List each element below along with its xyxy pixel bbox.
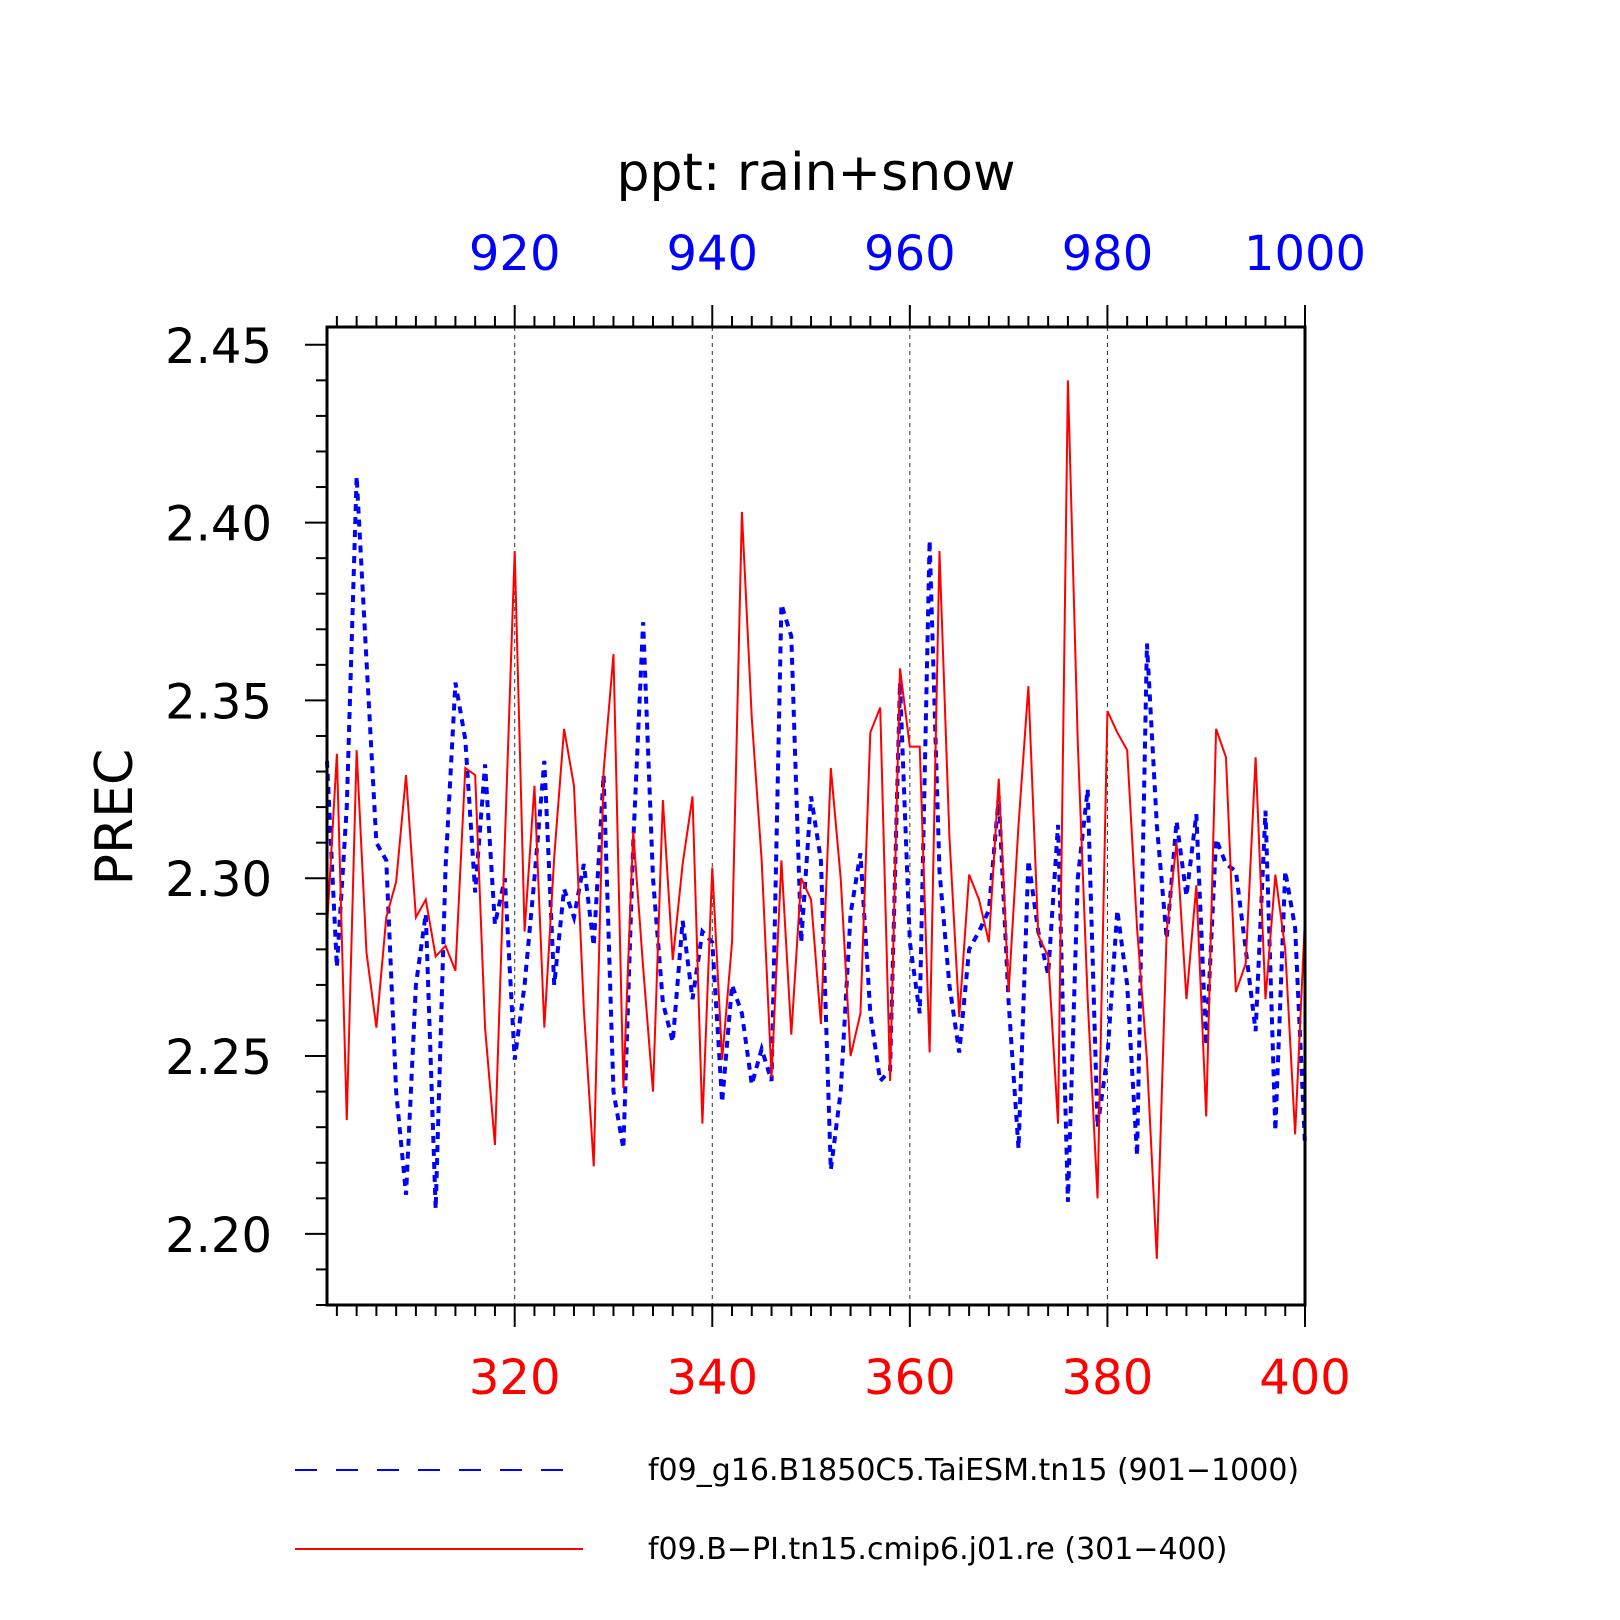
legend: f09_g16.B1850C5.TaiESM.tn15 (901−1000) f…	[295, 1453, 1299, 1567]
x-bottom-tick-label: 400	[1259, 1350, 1351, 1406]
x-top-tick-label: 980	[1062, 226, 1154, 282]
ticks	[305, 305, 1306, 1327]
chart-title: ppt: rain+snow	[616, 143, 1015, 203]
series-layer	[325, 380, 1307, 1259]
y-tick-label: 2.40	[165, 497, 272, 553]
series-line-blue	[325, 476, 1307, 1210]
legend-label-blue: f09_g16.B1850C5.TaiESM.tn15 (901−1000)	[648, 1453, 1299, 1488]
y-tick-label: 2.25	[165, 1030, 272, 1086]
y-axis-label: PREC	[85, 749, 145, 886]
x-bottom-tick-label: 320	[469, 1350, 561, 1406]
tick-labels: 2.20 2.25 2.30 2.35 2.40 2.45 320 340 360 380 400 9…	[165, 226, 1366, 1406]
x-bottom-tick-label: 380	[1062, 1350, 1154, 1406]
y-tick-label: 2.20	[165, 1208, 272, 1264]
x-bottom-tick-label: 360	[864, 1350, 956, 1406]
grid-lines	[514, 327, 1108, 1305]
x-top-tick-label: 940	[666, 226, 758, 282]
y-tick-label: 2.30	[165, 852, 272, 908]
series-line-red	[326, 380, 1306, 1259]
legend-label-red: f09.B−PI.tn15.cmip6.j01.re (301−400)	[648, 1532, 1227, 1567]
y-tick-label: 2.45	[165, 319, 272, 375]
axes	[325, 325, 1307, 1307]
y-tick-label: 2.35	[165, 674, 272, 730]
plot-frame	[325, 325, 1307, 1307]
x-bottom-tick-label: 340	[666, 1350, 758, 1406]
x-top-tick-label: 920	[469, 226, 561, 282]
x-top-tick-label: 1000	[1244, 226, 1366, 282]
x-top-tick-label: 960	[864, 226, 956, 282]
